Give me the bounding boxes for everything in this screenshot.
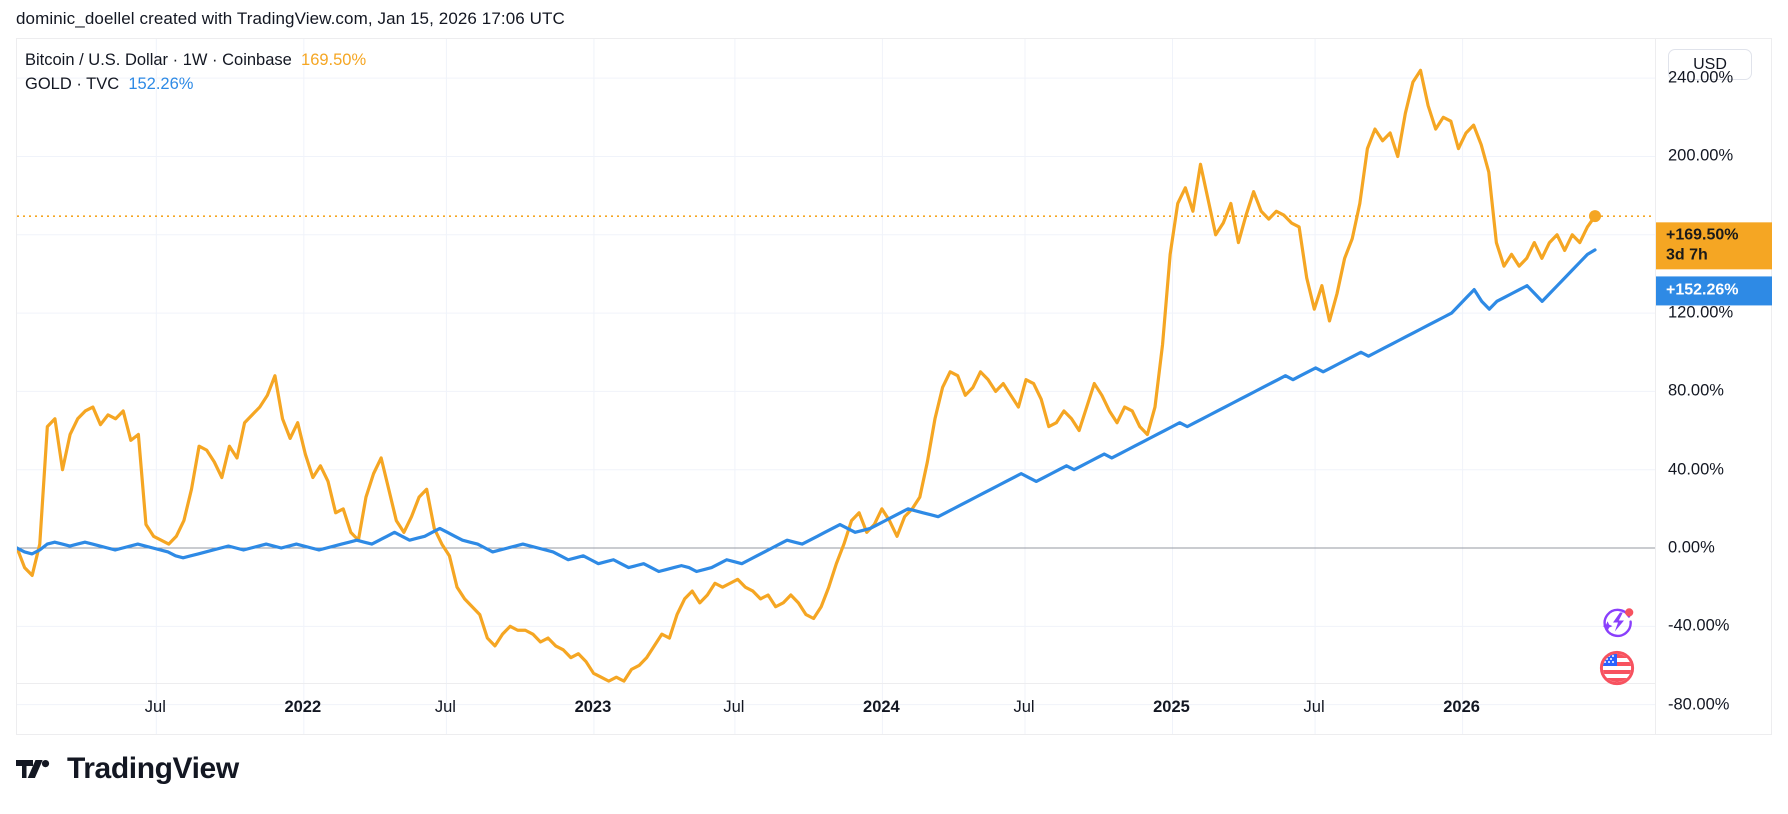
chart-plot-pane[interactable] [17, 39, 1656, 734]
last-price-value-gold: +152.26% [1666, 281, 1739, 299]
tradingview-logo: TradingView [16, 752, 239, 786]
time-tick-label: 2024 [863, 698, 900, 716]
bar-countdown-bitcoin: 3d 7h [1666, 246, 1708, 264]
legend-title-gold: GOLD · TVC [25, 74, 120, 93]
time-tick-label: 2023 [574, 698, 612, 716]
legend-title-bitcoin: Bitcoin / U.S. Dollar · 1W · Coinbase [25, 51, 292, 69]
price-tick-label: 200.00% [1668, 146, 1734, 165]
time-scale[interactable]: Jul 2022 Jul 2023 Jul 2024 Jul 2025 Jul 2026 [16, 683, 1772, 735]
legend-value-bitcoin: 169.50% [301, 51, 367, 69]
time-tick-label: Jul [1303, 698, 1325, 716]
price-tick-label: -80.00% [1668, 695, 1730, 714]
time-tick-label: Jul [723, 698, 745, 716]
time-tick-label: 2025 [1153, 698, 1190, 716]
ai-spark-badge-icon[interactable] [1599, 604, 1635, 640]
chart-badges [1599, 604, 1635, 696]
chart-gridlines [17, 39, 1656, 734]
currency-button[interactable]: USD [1668, 49, 1752, 80]
time-tick-label: Jul [144, 698, 166, 716]
chart-last-price-marker [17, 210, 1656, 223]
last-price-value-bitcoin: +169.50% [1666, 226, 1739, 244]
time-tick-label: 2026 [1443, 698, 1480, 716]
price-tick-label: 40.00% [1668, 460, 1724, 479]
time-tick-label: 2022 [284, 698, 322, 716]
legend-row-gold[interactable]: GOLD · TVC 152.26% [25, 73, 366, 97]
tradingview-wordmark: TradingView [67, 752, 239, 785]
price-scale[interactable]: USD -80.00% -40.00% 0.00% 40.00% 80.00% 120.0… [1655, 39, 1772, 734]
us-flag-badge-icon[interactable] [1599, 650, 1635, 686]
price-tick-label: -40.00% [1668, 616, 1730, 635]
last-price-tag-bitcoin[interactable]: +169.50% 3d 7h [1656, 222, 1772, 270]
chart-legend: Bitcoin / U.S. Dollar · 1W · Coinbase 16… [25, 49, 366, 97]
tradingview-logo-icon [16, 760, 50, 778]
chart-frame: Bitcoin / U.S. Dollar · 1W · Coinbase 16… [16, 38, 1772, 735]
price-tick-label: 120.00% [1668, 303, 1734, 322]
chart-series-layer [17, 68, 1597, 683]
legend-row-bitcoin[interactable]: Bitcoin / U.S. Dollar · 1W · Coinbase 16… [25, 49, 366, 73]
price-tick-label: 240.00% [1668, 68, 1734, 87]
attribution-text: dominic_doellel created with TradingView… [16, 9, 565, 28]
price-tick-label: 0.00% [1668, 538, 1715, 557]
legend-value-gold: 152.26% [128, 74, 194, 93]
last-price-tag-gold[interactable]: +152.26% [1656, 276, 1772, 306]
price-tick-label: 80.00% [1668, 381, 1724, 400]
chart-plot-svg [17, 39, 1656, 734]
time-tick-label: Jul [1013, 698, 1035, 716]
time-tick-label: Jul [434, 698, 456, 716]
